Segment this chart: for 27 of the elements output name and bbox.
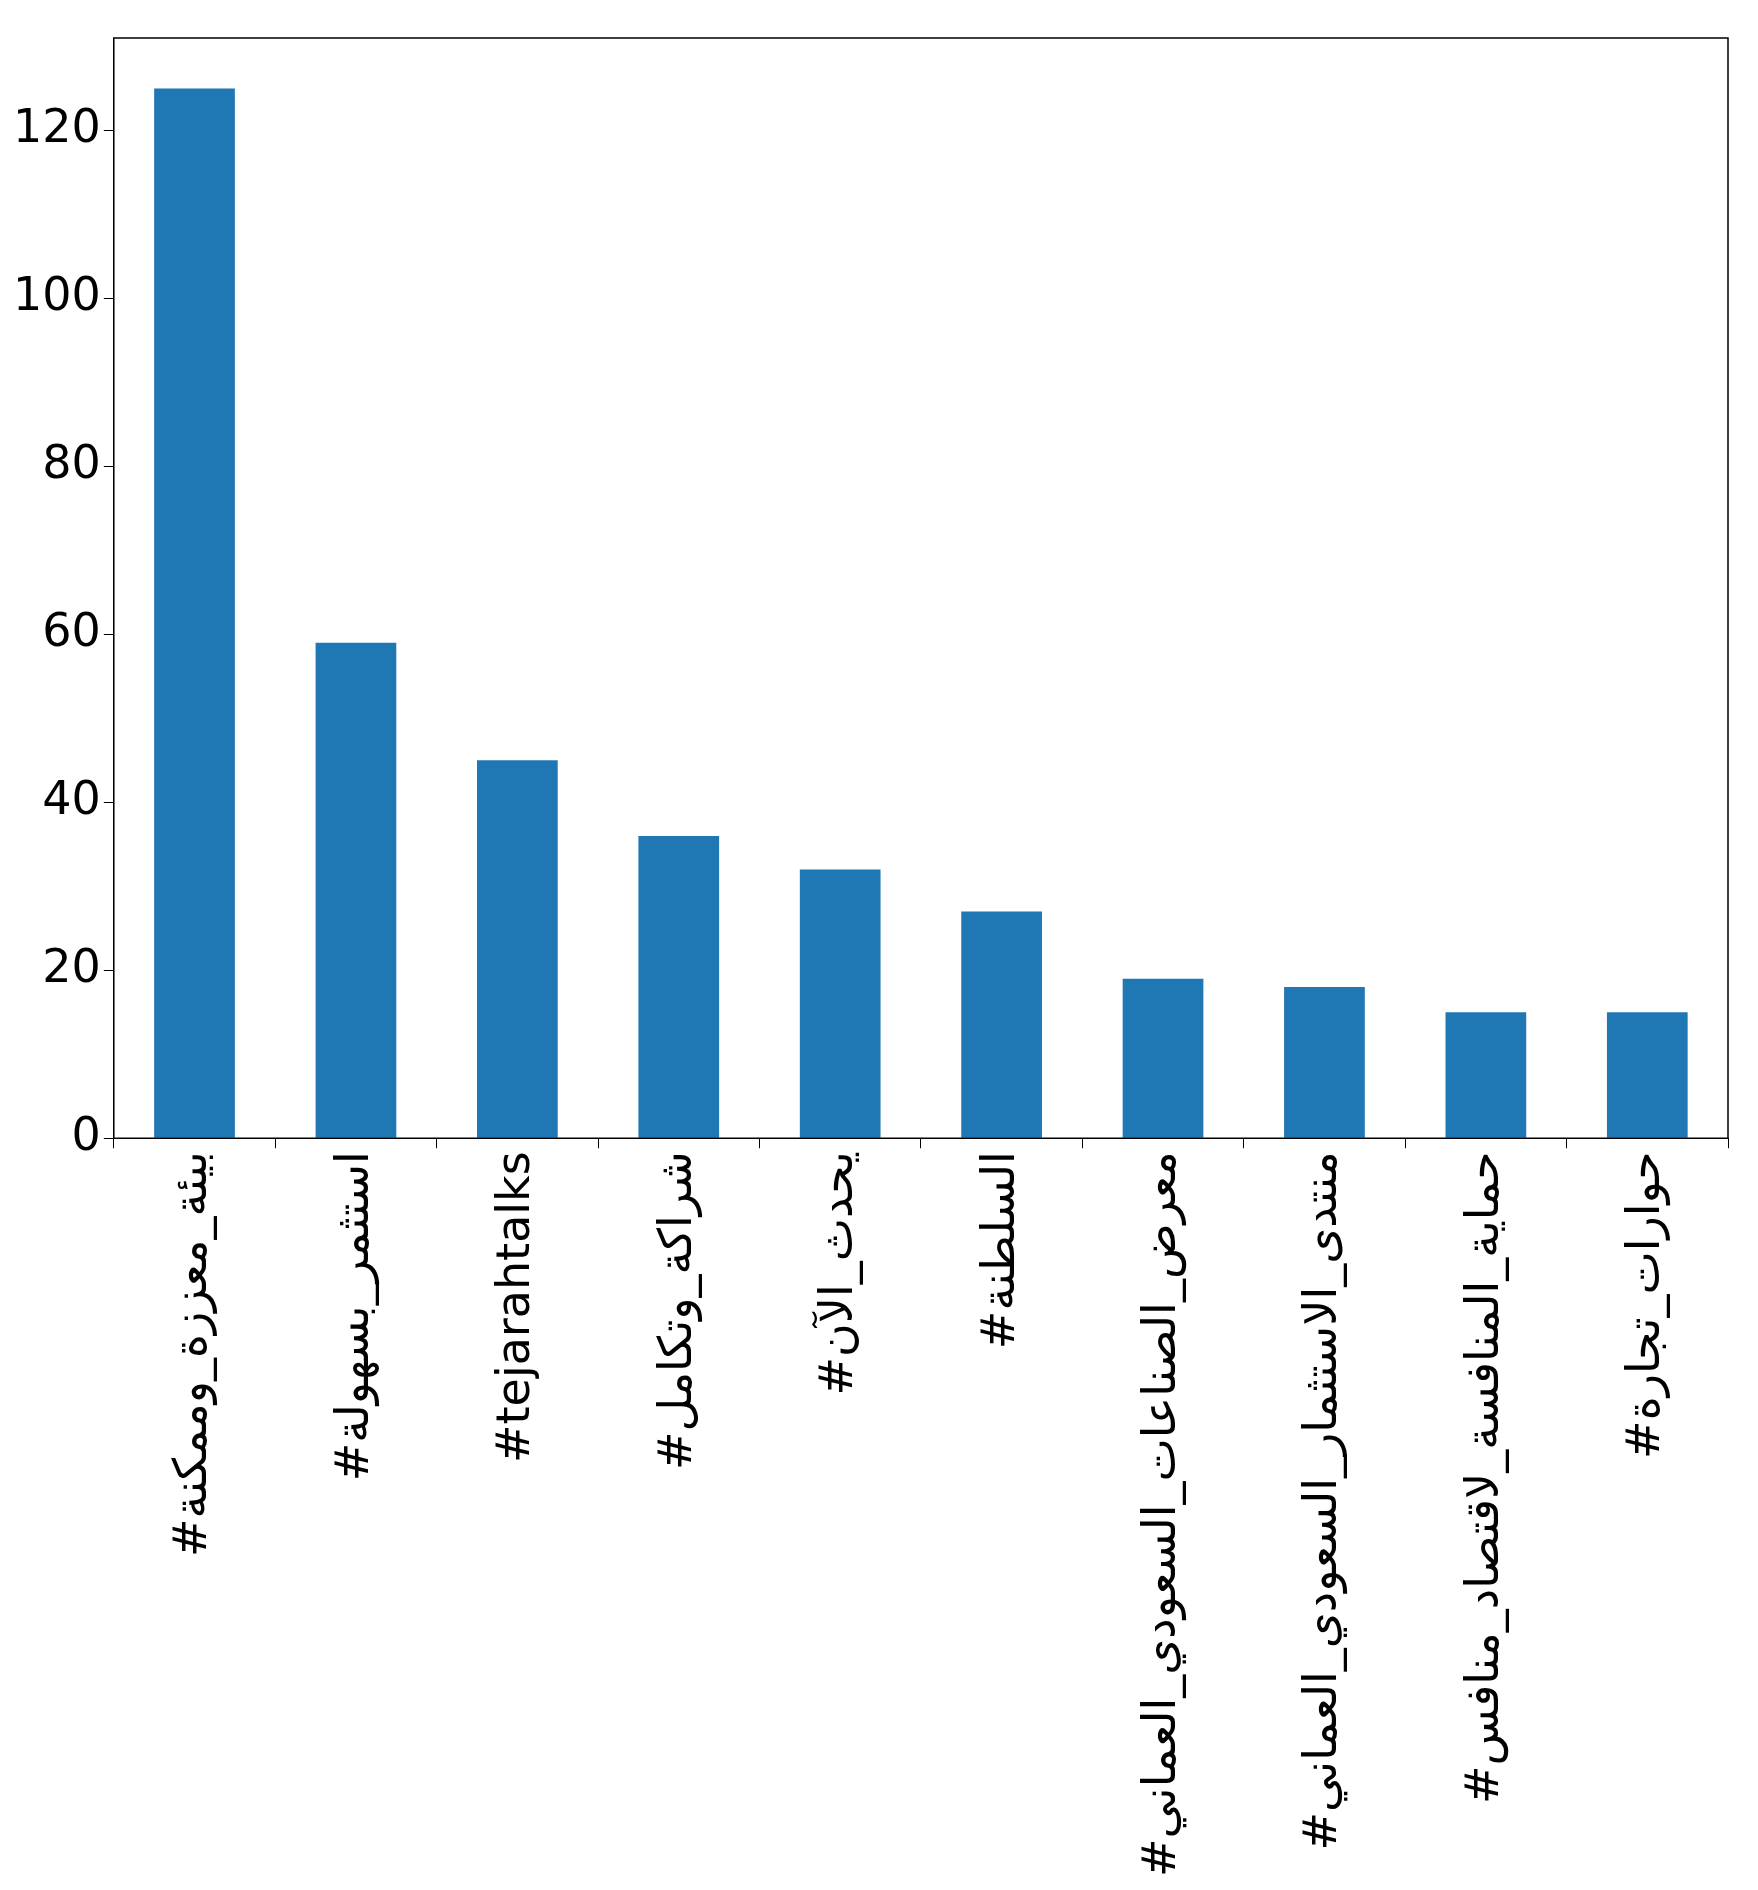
y-tick-label: 60 [42,603,101,658]
bar [1606,1012,1688,1138]
y-tick-label: 0 [71,1107,101,1162]
bar [1284,987,1365,1138]
x-tick-label: #السلطنة [970,1151,1025,1350]
bar [154,88,235,1138]
x-tick-label: #معرض_الصناعات_السعودي_العماني [1131,1151,1187,1878]
bar [315,642,397,1138]
bar [961,911,1042,1138]
y-tick-label: 40 [42,771,101,826]
x-tick-label: #منتدى_الاستثمار_السعودي_العماني [1293,1151,1349,1851]
bar [1122,978,1204,1138]
y-tick-label: 20 [42,939,101,994]
x-tick-label: #tejarahtalks [486,1151,541,1463]
bar [477,760,558,1138]
y-tick-label: 100 [12,267,101,322]
x-tick-label: #حوارات_تجارة [1616,1151,1672,1459]
x-tick-label: #استثمر_بسهولة [324,1151,380,1482]
bar [799,869,881,1138]
bar [1445,1012,1527,1138]
bar [638,835,720,1138]
x-tick-label: #بيئة_معززة_وممكنة [163,1151,219,1557]
x-tick-label: #شراكة_وتكامل [647,1151,703,1470]
y-tick-label: 120 [12,99,101,154]
x-tick-label: #يحدث_الآن [809,1151,864,1396]
x-tick-label: #حماية_المنافسة_لاقتصاد_منافس [1454,1151,1509,1804]
y-tick-label: 80 [42,435,101,490]
